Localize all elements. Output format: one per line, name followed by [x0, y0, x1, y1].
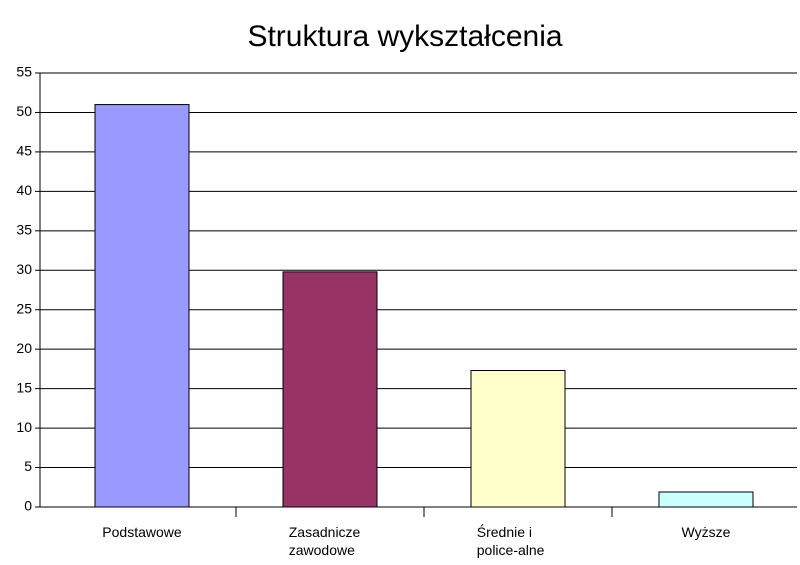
- y-tick-label: 50: [16, 103, 32, 119]
- x-tick-label: Średnie i police-alne: [477, 523, 545, 558]
- y-tick-label: 5: [24, 458, 32, 474]
- y-tick-label: 20: [16, 340, 32, 356]
- bar: [282, 271, 378, 508]
- bar: [470, 369, 566, 508]
- x-tick-label: Wyższe: [682, 524, 731, 540]
- bar: [94, 104, 190, 508]
- y-tick-label: 10: [16, 419, 32, 435]
- y-tick-label: 45: [16, 143, 32, 159]
- chart-title: Struktura wykształcenia: [247, 20, 562, 53]
- bar: [658, 491, 754, 508]
- y-tick-label: 15: [16, 379, 32, 395]
- y-tick-label: 40: [16, 182, 32, 198]
- y-tick-label: 55: [16, 64, 32, 80]
- y-tick-label: 0: [24, 498, 32, 514]
- x-tick-label: Zasadnicze zawodowe: [289, 524, 364, 558]
- x-tick-label: Podstawowe: [102, 524, 182, 540]
- y-tick-label: 25: [16, 300, 32, 316]
- y-tick-label: 30: [16, 261, 32, 277]
- y-tick-label: 35: [16, 222, 32, 238]
